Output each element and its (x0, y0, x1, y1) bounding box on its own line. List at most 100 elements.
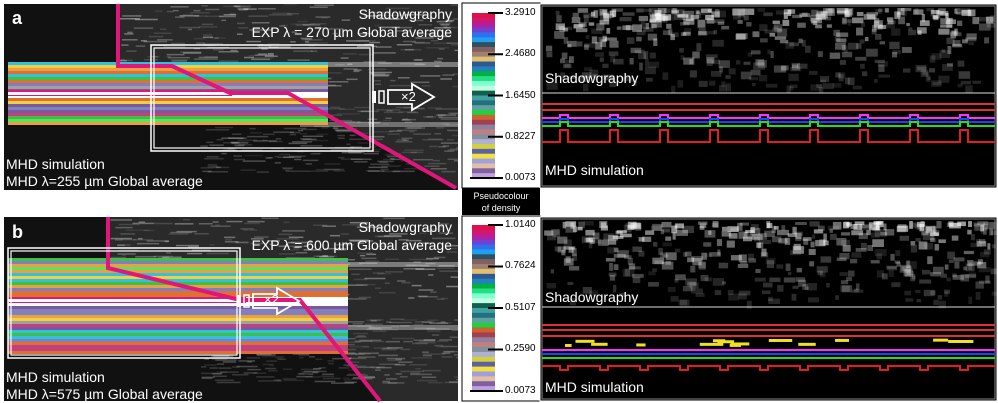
noise-streak (292, 353, 299, 355)
noise-streak (295, 24, 311, 26)
zoom-arrow-icon (252, 286, 301, 316)
noise-streak (247, 135, 269, 138)
noise-streak (376, 366, 392, 369)
shadow-blob (619, 292, 627, 297)
colorbar-segment (472, 37, 495, 43)
noise-streak (330, 106, 341, 109)
colorbar-caption-line2: of density (481, 203, 521, 213)
noise-streak (322, 225, 337, 227)
noise-streak (381, 165, 401, 167)
shadow-blob (931, 80, 942, 87)
noise-streak (233, 5, 241, 8)
noise-streak (438, 116, 462, 119)
noise-streak (387, 382, 405, 384)
noise-streak (436, 20, 453, 23)
shadow-blob (966, 33, 977, 40)
shadow-blob (916, 299, 922, 303)
sim-stripe (8, 68, 328, 71)
noise-streak (353, 332, 369, 335)
shadow-blob (801, 39, 806, 47)
sim-caption-a: MHD λ=255 µm Global average (6, 173, 203, 189)
shadow-blob (934, 244, 940, 251)
shadow-blob (582, 286, 592, 294)
shadow-blob (658, 8, 667, 14)
shadow-blob (917, 223, 922, 230)
shadow-blob (752, 83, 756, 87)
noise-streak (346, 78, 358, 81)
shadow-blob (638, 237, 645, 242)
shadow-blob (930, 229, 940, 236)
shadow-blob (591, 28, 603, 34)
noise-streak (386, 110, 393, 112)
noise-streak (409, 130, 415, 133)
noise-streak (216, 381, 241, 384)
noise-streak (412, 342, 428, 345)
noise-streak (364, 323, 383, 325)
shadow-blob (938, 28, 950, 35)
shadow-blob (669, 14, 675, 21)
shadow-blob (950, 30, 957, 39)
shadow-blob (683, 252, 688, 257)
shadow-blob (687, 257, 695, 263)
noise-streak (457, 28, 462, 31)
noise-streak (237, 22, 245, 25)
shadow-blob (938, 75, 950, 83)
shadow-blob (602, 63, 609, 68)
noise-streak (313, 255, 337, 257)
shadow-blob (565, 225, 577, 233)
colorbar-segment (472, 288, 495, 294)
colorbar-segment (472, 153, 495, 160)
noise-streak (267, 53, 274, 55)
noise-streak (452, 85, 462, 88)
noise-streak (405, 13, 426, 16)
noise-streak (228, 137, 247, 139)
shadow-blob (792, 226, 797, 234)
shadow-blob (568, 56, 574, 63)
shadow-blob (939, 50, 951, 58)
noise-streak (323, 168, 344, 171)
shadow-blob (974, 223, 980, 231)
colorbar-segment (472, 244, 495, 250)
shadow-blob (877, 25, 887, 29)
noise-streak (389, 130, 402, 132)
noise-streak (244, 56, 254, 59)
shadow-blob (649, 14, 662, 23)
sim-stripe (8, 306, 348, 309)
noise-streak (391, 325, 400, 328)
shadow-blob (722, 281, 726, 285)
noise-streak (143, 229, 155, 232)
shadow-blob (792, 14, 803, 19)
noise-streak (415, 268, 436, 270)
noise-streak (401, 281, 411, 284)
shadow-blob (916, 27, 927, 34)
shadow-blob (643, 27, 654, 32)
noise-streak (135, 256, 157, 258)
noise-streak (273, 379, 281, 381)
shadow-blob (911, 222, 922, 228)
shadow-blob (776, 264, 784, 269)
shadow-blob (598, 9, 604, 16)
colorbar-a-tick-1: 2.4680 (505, 48, 536, 59)
noise-streak (249, 127, 256, 130)
noise-streak (262, 139, 268, 142)
shadow-blob (897, 8, 905, 16)
sim-stripe (8, 291, 348, 294)
shadow-blob (662, 72, 669, 80)
shadow-blob (755, 269, 761, 274)
noise-streak (353, 70, 360, 73)
shadow-blob (596, 23, 605, 31)
noise-streak (342, 53, 357, 55)
sim-stripe (8, 71, 328, 74)
shadow-blob (759, 38, 768, 43)
zoom-arrow-bar (372, 91, 376, 103)
shadow-blob (612, 235, 624, 239)
shadow-blob (705, 14, 714, 20)
shadow-blob (764, 230, 775, 238)
shadow-blob (906, 260, 910, 269)
noise-streak (354, 106, 371, 109)
sim-stripe (8, 62, 328, 65)
noise-streak (439, 23, 451, 25)
noise-streak (221, 152, 227, 155)
noise-streak (248, 55, 255, 57)
shadow-blob (590, 240, 595, 244)
